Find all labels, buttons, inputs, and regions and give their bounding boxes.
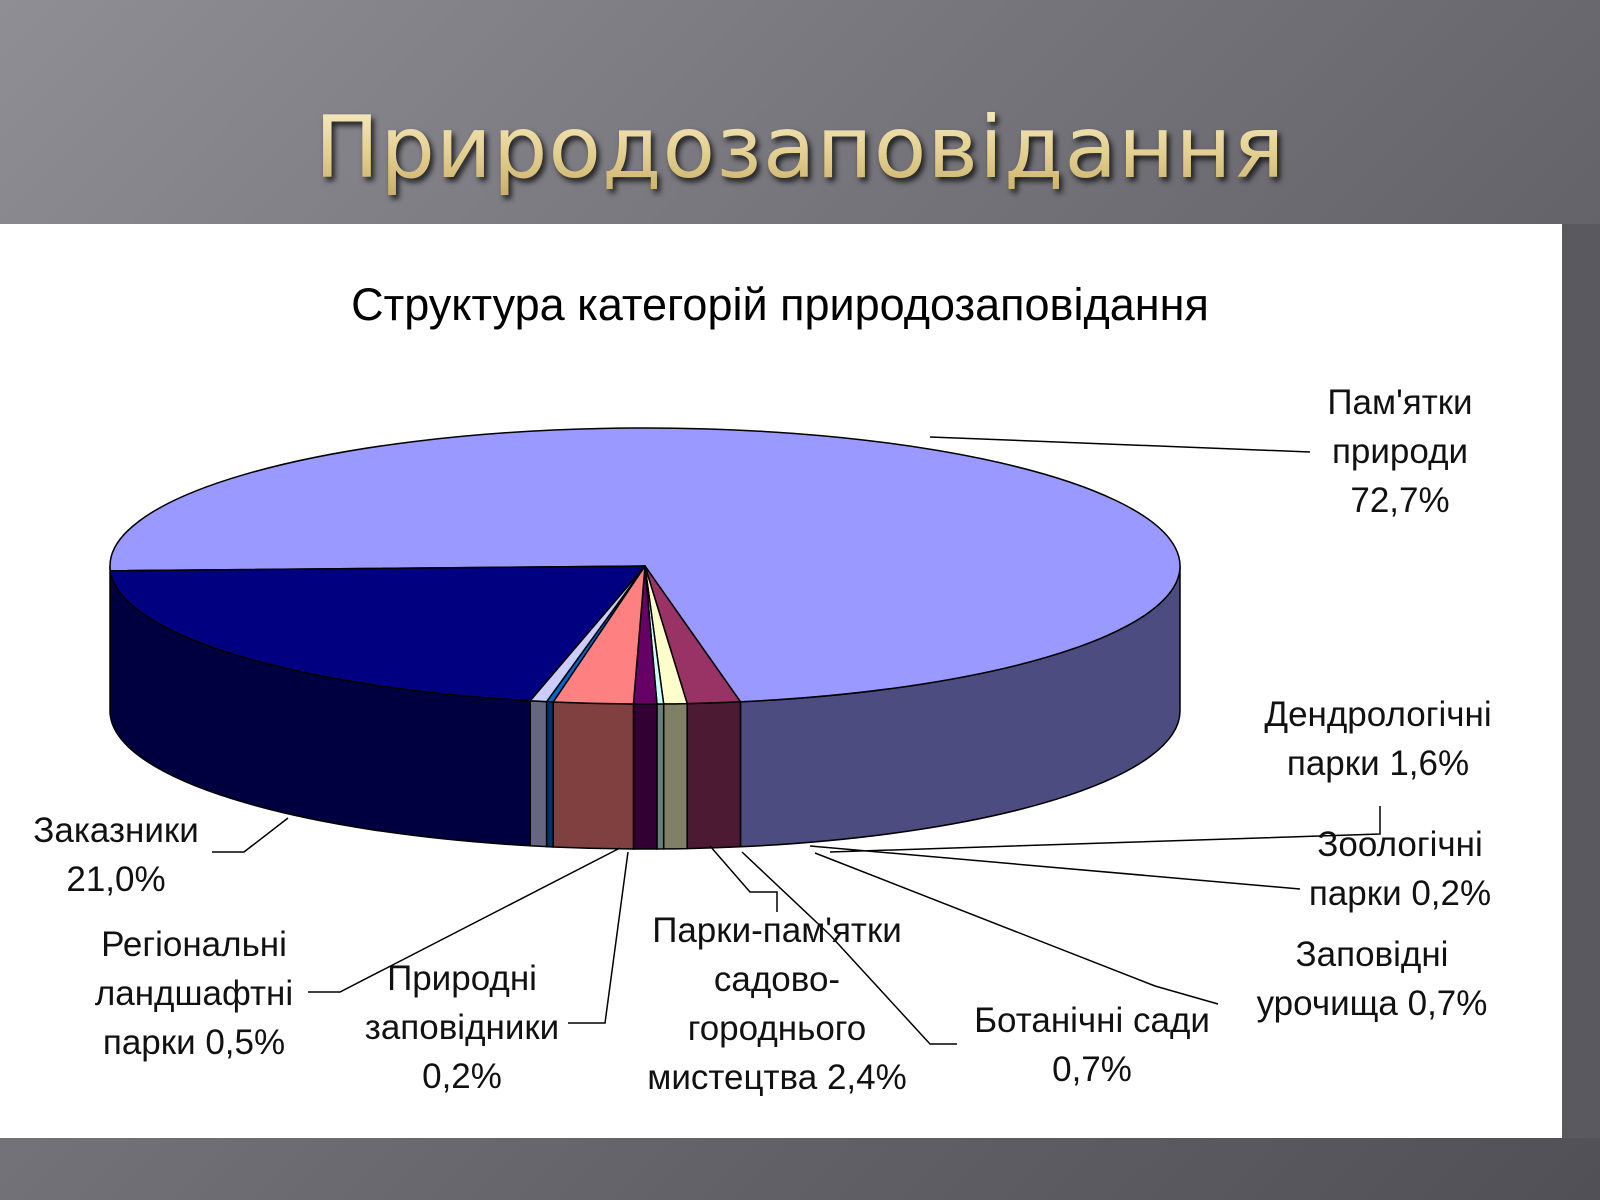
pie-slice-1 <box>109 427 1181 703</box>
chart-title: Структура категорій природозаповідання <box>351 279 1209 330</box>
leader-line-2 <box>829 806 1381 853</box>
pie-side-4 <box>656 703 665 850</box>
slice-label-7: Природні заповідники 0,2% <box>365 959 559 1096</box>
leader-line-7 <box>568 851 629 1024</box>
pie-side-8 <box>529 699 548 848</box>
pie-slice-9 <box>109 565 646 702</box>
slice-label-9: Заказники 21,0% <box>33 811 199 899</box>
slice-label-6: Парки-пам'ятки садово-городнього мистецтва… <box>647 911 906 1097</box>
leader-line-6 <box>709 845 778 912</box>
chart-panel: Структура категорій природозаповідання П… <box>0 224 1562 1138</box>
leader-line-1 <box>929 436 1311 453</box>
slice-label-1: Пам'ятки природи 72,7% <box>1327 383 1472 520</box>
pie-top-faces <box>109 427 1181 705</box>
slide-title: Природозаповідання <box>0 98 1600 198</box>
slice-labels: Пам'ятки природи 72,7% Дендрологічні парки 1… <box>33 383 1491 1097</box>
pie-side-2 <box>686 700 742 850</box>
leader-line-3 <box>814 852 1219 1005</box>
pie-side-3 <box>662 702 688 850</box>
pie-side-5 <box>632 703 658 850</box>
leader-line-4 <box>809 845 1301 890</box>
pie-side-walls <box>109 565 1181 850</box>
leader-line-9 <box>212 817 289 853</box>
right-edge-strip <box>1562 224 1600 1138</box>
slice-label-2: Дендрологічні парки 1,6% <box>1264 695 1491 783</box>
slice-label-8: Регіональні ландшафтні парки 0,5% <box>95 925 293 1062</box>
slice-label-5: Ботанічні сади 0,7% <box>974 1001 1210 1089</box>
slice-label-4: Зоологічні парки 0,2% <box>1309 825 1491 913</box>
leader-line-5 <box>741 851 957 1045</box>
slice-label-3: Заповідні урочища 0,7% <box>1257 935 1488 1023</box>
leader-line-8 <box>308 847 621 993</box>
pie-side-6 <box>552 701 635 850</box>
pie-side-7 <box>545 700 554 848</box>
pie-chart: Структура категорій природозаповідання П… <box>33 279 1491 1097</box>
